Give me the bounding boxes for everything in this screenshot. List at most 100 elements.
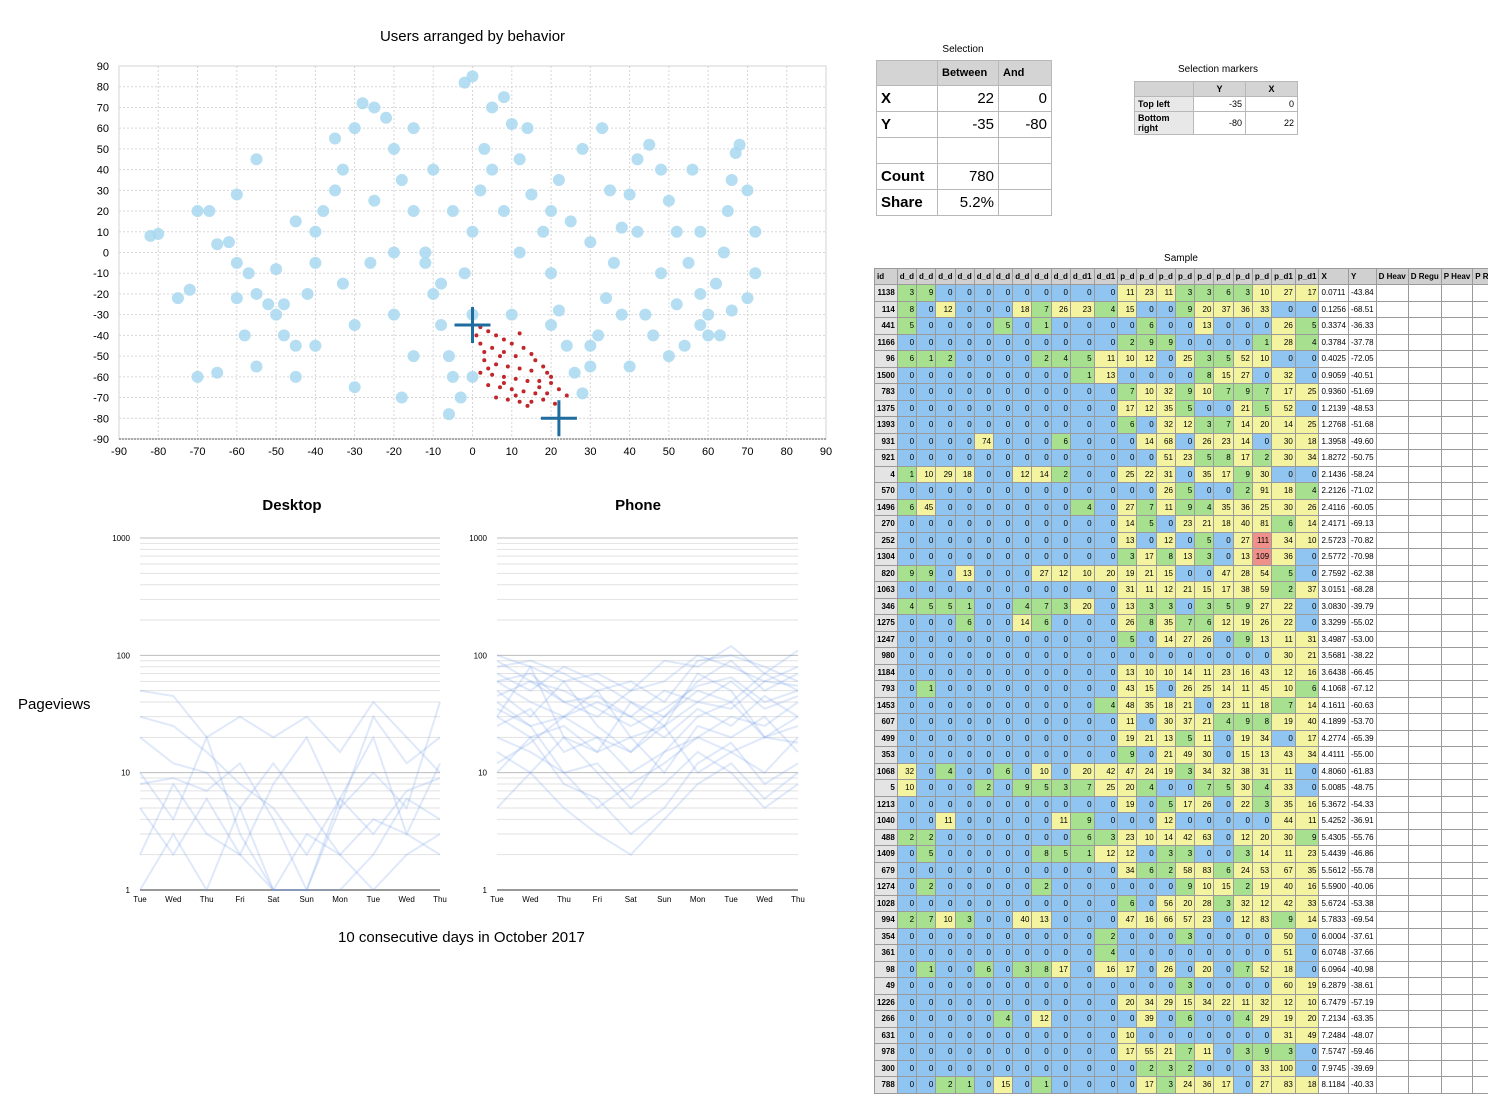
sample-cell[interactable]: 32 [1213,762,1234,780]
sample-cell[interactable] [1407,647,1442,665]
sample-cell[interactable]: 0 [1050,1026,1071,1044]
sample-cell[interactable]: -63.35 [1347,1010,1377,1028]
sample-header-cell[interactable]: id [874,268,898,285]
sample-cell[interactable]: 0 [1012,399,1033,417]
sample-cell[interactable]: 0 [916,482,937,500]
sample-cell[interactable]: 0 [1069,531,1095,549]
sample-cell[interactable]: -68.28 [1347,581,1377,599]
sample-cell[interactable]: 0 [1194,1026,1215,1044]
sample-cell[interactable]: 13 [954,564,975,582]
sample-cell[interactable]: 0 [973,977,994,995]
sample-cell[interactable]: 0 [1069,1010,1095,1028]
sample-cell[interactable]: 0 [935,482,956,500]
sample-cell[interactable]: 0 [896,1026,918,1044]
sample-cell[interactable]: 0 [1031,993,1052,1011]
sample-cell[interactable] [1407,1076,1442,1094]
sample-cell[interactable]: 9 [1174,383,1196,401]
sample-cell[interactable]: 0 [896,614,918,632]
sample-cell[interactable]: 0 [954,779,975,797]
sample-cell[interactable]: 31 [1294,630,1320,648]
sample-cell[interactable]: 0 [1031,927,1052,945]
sample-cell[interactable]: 0 [1093,911,1119,929]
sample-cell[interactable] [1375,861,1409,879]
sample-cell[interactable] [1472,812,1488,830]
sample-cell[interactable]: 0 [1050,894,1071,912]
sample-cell[interactable]: 0 [1294,597,1320,615]
sample-cell[interactable]: 31 [1251,762,1273,780]
sample-cell[interactable]: 14 [1012,614,1033,632]
sample-cell[interactable] [1440,1043,1474,1061]
sample-cell[interactable]: 40 [1271,878,1296,896]
sample-cell[interactable]: 0 [1093,1076,1119,1094]
sample-cell[interactable]: 0 [916,894,937,912]
sample-cell[interactable]: 0 [1194,944,1215,962]
sample-cell[interactable]: 14 [1031,465,1052,483]
sample-cell[interactable]: -48.07 [1347,1026,1377,1044]
sample-cell[interactable] [1407,498,1442,516]
sample-cell[interactable]: 0 [954,944,975,962]
sample-cell[interactable]: 7 [1117,383,1138,401]
sample-cell[interactable] [1407,317,1442,335]
sample-cell[interactable]: 0 [992,993,1014,1011]
sample-cell[interactable]: 51 [1155,449,1176,467]
sample-cell[interactable]: -54.33 [1347,795,1377,813]
sample-cell[interactable]: 40 [1294,713,1320,731]
sample-cell[interactable]: 13 [1093,366,1119,384]
sample-cell[interactable]: 0 [1012,1026,1033,1044]
sample-cell[interactable]: 0 [1174,366,1196,384]
sample-cell[interactable]: -51.69 [1347,383,1377,401]
sample-cell[interactable]: 0 [1194,845,1215,863]
sample-cell[interactable]: 20 [1069,762,1095,780]
sample-cell[interactable]: 2 [1136,1059,1157,1077]
sample-cell[interactable] [1472,828,1488,846]
sample-cell[interactable] [1375,432,1409,450]
sample-cell[interactable]: 12 [1136,399,1157,417]
sample-cell[interactable]: 0 [896,944,918,962]
sample-header-cell[interactable]: d_d [954,268,975,285]
sample-cell[interactable] [1440,416,1474,434]
sample-cell[interactable]: 32 [896,762,918,780]
sample-cell[interactable] [1375,680,1409,698]
sample-cell[interactable] [1440,333,1474,351]
sample-cell[interactable]: 570 [874,482,898,500]
sample-cell[interactable]: 0 [973,399,994,417]
sample-cell[interactable]: 35 [1194,465,1215,483]
sample-cell[interactable]: 0 [1213,1043,1234,1061]
sample-cell[interactable] [1375,993,1409,1011]
sample-cell[interactable]: 2.2126 [1318,482,1349,500]
sample-cell[interactable]: 0 [1093,663,1119,681]
sample-cell[interactable]: 4 [992,1010,1014,1028]
sample-cell[interactable]: 0 [954,663,975,681]
sample-cell[interactable]: 1213 [874,795,898,813]
sample-cell[interactable] [1472,465,1488,483]
sample-cell[interactable]: 45 [916,498,937,516]
sample-cell[interactable] [1407,630,1442,648]
sample-cell[interactable]: 0 [1093,284,1119,302]
sample-cell[interactable]: 31 [1271,1026,1296,1044]
sample-cell[interactable]: 30 [1271,498,1296,516]
sample-cell[interactable]: 0 [916,1076,937,1094]
sample-cell[interactable] [1472,729,1488,747]
sample-cell[interactable]: 0 [954,432,975,450]
sample-cell[interactable]: 3 [954,911,975,929]
sample-cell[interactable]: 11 [1232,993,1253,1011]
sample-cell[interactable] [1407,977,1442,995]
sample-cell[interactable]: 0 [992,564,1014,582]
sample-cell[interactable]: 1453 [874,696,898,714]
sample-cell[interactable]: 0 [935,828,956,846]
sample-cell[interactable] [1375,300,1409,318]
sample-cell[interactable] [1472,614,1488,632]
sample-cell[interactable]: 0 [973,861,994,879]
sample-cell[interactable]: 0 [1050,762,1071,780]
sample-cell[interactable]: 0 [1069,581,1095,599]
sample-cell[interactable]: 0 [935,960,956,978]
sample-cell[interactable]: 0 [1012,828,1033,846]
sample-cell[interactable]: -53.70 [1347,713,1377,731]
sample-cell[interactable]: 0 [916,449,937,467]
sample-cell[interactable]: 19 [1232,614,1253,632]
sample-cell[interactable]: 25 [1117,465,1138,483]
sample-cell[interactable]: 0 [992,812,1014,830]
sample-cell[interactable]: 19 [1117,564,1138,582]
sample-cell[interactable]: 2 [935,350,956,368]
sample-cell[interactable]: 5 [1174,399,1196,417]
